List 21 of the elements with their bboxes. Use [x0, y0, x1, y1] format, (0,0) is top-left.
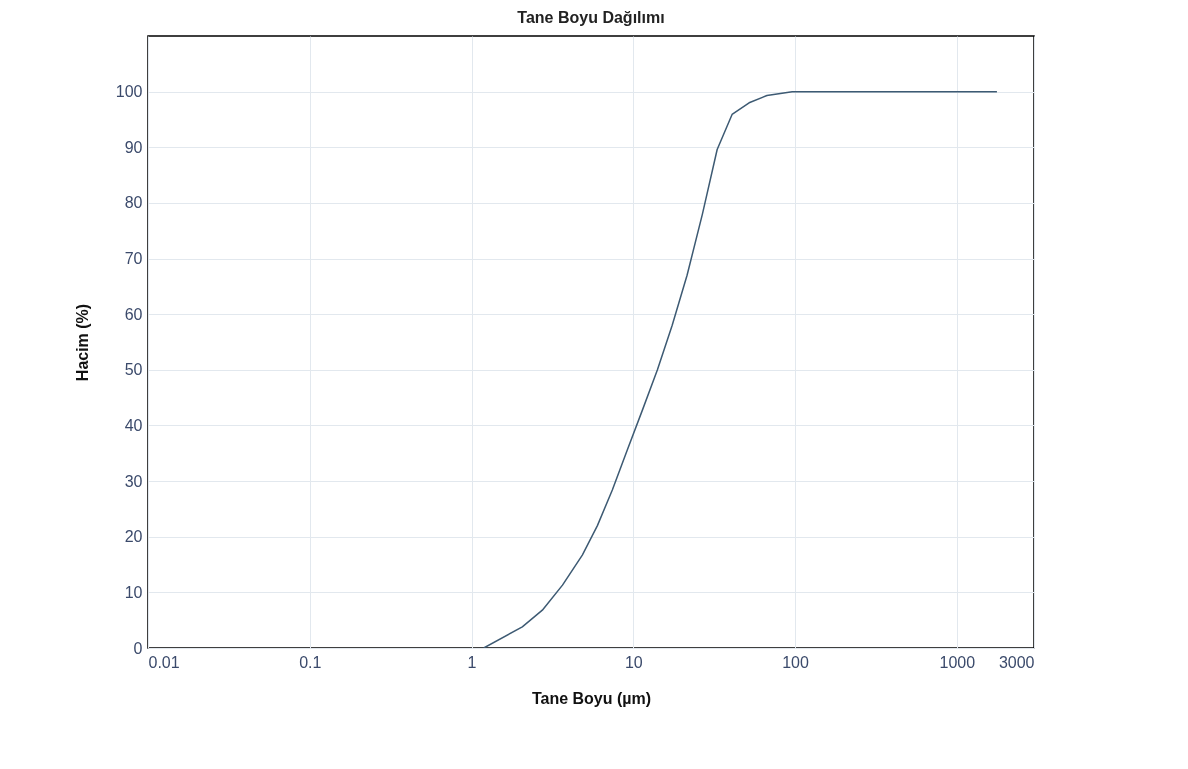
y-tick-label: 100: [115, 83, 143, 101]
y-tick-label: 70: [124, 250, 143, 268]
x-tick-label: 100: [782, 653, 809, 671]
y-tick-label: 50: [124, 361, 143, 379]
x-tick-label: 10: [624, 653, 643, 671]
x-tick-label: 1000: [939, 653, 976, 671]
y-axis-title: Hacim (%): [73, 303, 91, 382]
y-tick-label: 90: [124, 138, 143, 156]
y-tick-label: 40: [124, 416, 143, 434]
chart-title: Tane Boyu Dağılımı: [517, 9, 665, 26]
x-tick-label: 0.01: [148, 653, 180, 671]
x-tick-label: 3000: [998, 653, 1035, 671]
x-tick-label: 1: [467, 653, 477, 671]
x-tick-label: 0.1: [299, 653, 322, 671]
y-tick-label: 10: [124, 583, 143, 601]
y-tick-label: 30: [124, 472, 143, 490]
y-tick-label: 80: [124, 194, 143, 212]
y-tick-label: 20: [124, 528, 143, 546]
y-tick-label: 60: [124, 305, 143, 323]
x-axis-title: Tane Boyu (µm): [531, 689, 652, 707]
y-tick-label: 0: [133, 639, 143, 657]
